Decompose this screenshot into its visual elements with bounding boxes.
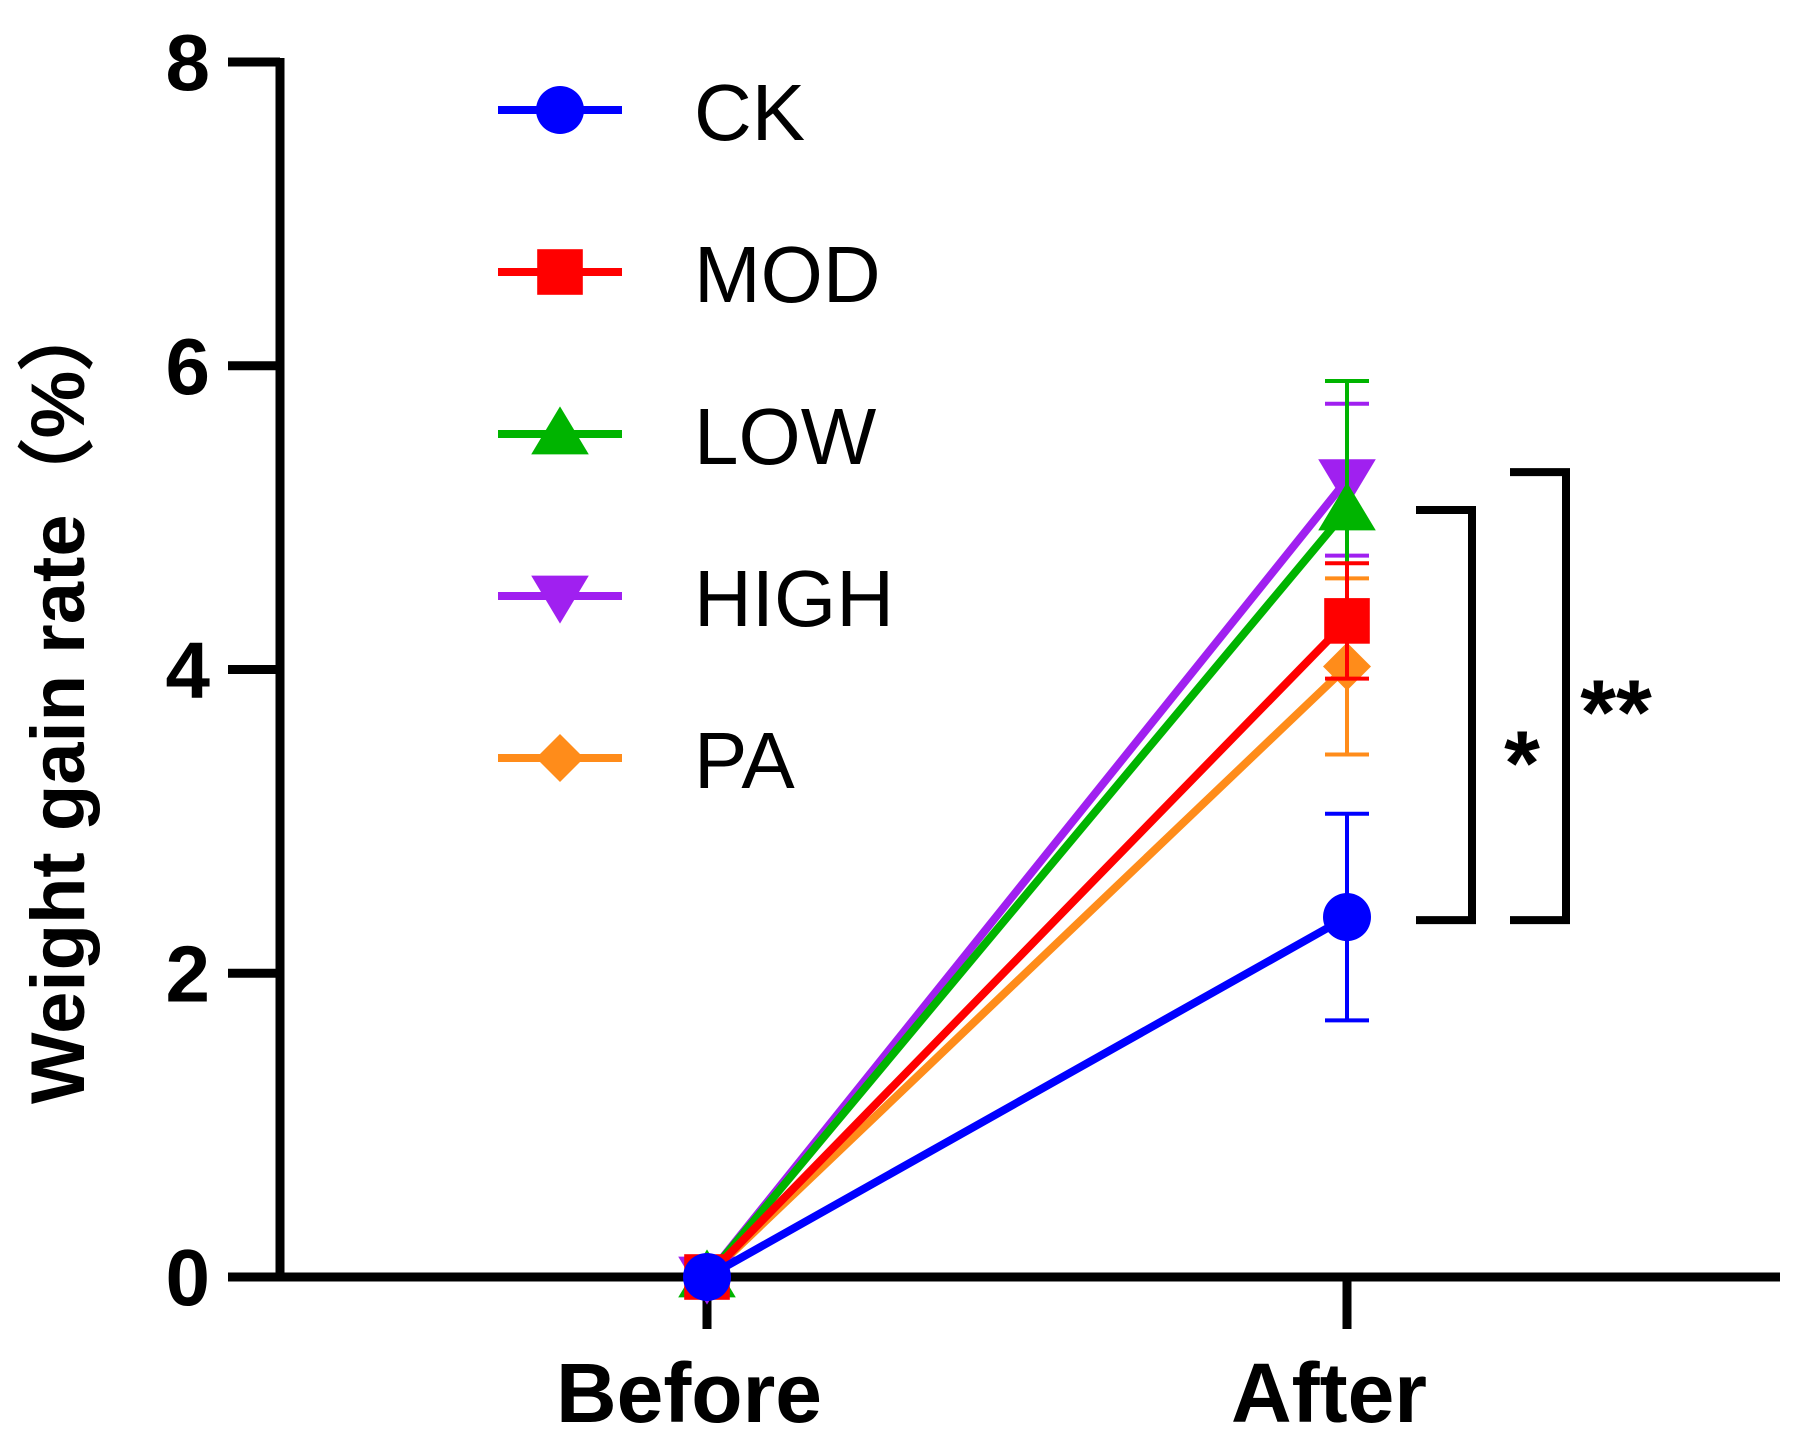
sig-label-2: **	[1580, 662, 1652, 764]
y-tick-label-8: 8	[166, 18, 211, 107]
legend-marker-high	[531, 575, 589, 624]
y-ticks: 0 2 4 6 8	[166, 18, 280, 1322]
y-tick-label-4: 4	[166, 626, 211, 715]
legend-marker-ck	[536, 86, 584, 134]
legend-label-pa: PA	[694, 716, 795, 805]
legend-marker-mod	[537, 249, 583, 295]
x-ticks: Before After	[556, 1277, 1427, 1440]
point-ck-after	[1323, 893, 1371, 942]
legend-label-ck: CK	[694, 68, 805, 157]
sig-bracket-1: *	[1416, 506, 1540, 925]
sig-label-1: *	[1504, 713, 1540, 815]
series-high	[678, 401, 1376, 1305]
legend: CK MOD LOW HIGH PA	[498, 68, 894, 805]
series-low	[678, 378, 1376, 1298]
sig-bracket-line-1	[1416, 506, 1476, 925]
legend-item-low: LOW	[498, 392, 877, 481]
legend-item-pa: PA	[498, 716, 795, 805]
legend-marker-pa	[536, 734, 584, 782]
y-tick-label-6: 6	[166, 322, 211, 411]
series-ck	[683, 811, 1371, 1301]
legend-item-ck: CK	[498, 68, 805, 157]
point-low-after	[1318, 482, 1376, 531]
legend-label-high: HIGH	[694, 554, 894, 643]
sig-bracket-line-2	[1510, 468, 1570, 925]
line-mod	[704, 618, 1350, 1280]
significance-brackets: * **	[1416, 468, 1652, 925]
legend-item-high: HIGH	[498, 554, 894, 643]
legend-label-low: LOW	[694, 392, 877, 481]
y-tick-label-2: 2	[166, 929, 211, 1018]
y-tick-label-0: 0	[166, 1233, 211, 1322]
legend-marker-low	[531, 406, 589, 455]
series-mod	[684, 561, 1370, 1300]
sig-bracket-2: **	[1510, 468, 1652, 925]
point-mod-after	[1324, 598, 1370, 644]
x-tick-label-before: Before	[556, 1346, 822, 1440]
series-layer	[678, 378, 1376, 1305]
line-pa	[704, 663, 1350, 1280]
legend-item-mod: MOD	[498, 230, 881, 319]
line-ck	[705, 913, 1349, 1281]
point-ck-before	[683, 1253, 731, 1301]
line-low	[703, 507, 1351, 1280]
legend-label-mod: MOD	[694, 230, 881, 319]
y-axis-label: Weight gain rate（%）	[16, 295, 101, 1104]
x-tick-label-after: After	[1231, 1346, 1427, 1440]
